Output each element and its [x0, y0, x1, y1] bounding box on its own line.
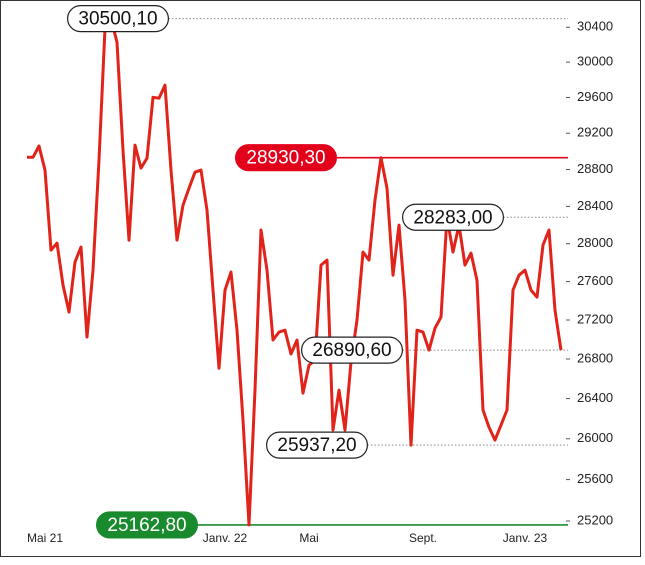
x-tick-label: Janv. 22 — [203, 531, 248, 545]
y-tick-label: 28000 — [577, 235, 613, 250]
annotation-box — [95, 511, 199, 539]
y-tick-label: 29200 — [577, 125, 613, 140]
y-tick-label: 30400 — [577, 19, 613, 34]
x-tick-label: Janv. 23 — [503, 531, 548, 545]
y-tick-label: 25600 — [577, 471, 613, 486]
y-tick-label: 27600 — [577, 273, 613, 288]
annotation-box — [301, 336, 404, 364]
x-tick-label: Mai — [299, 531, 318, 545]
y-tick-label: 27200 — [577, 311, 613, 326]
frame — [0, 0, 641, 557]
y-tick-label: 29600 — [577, 89, 613, 104]
y-tick-label: 26400 — [577, 390, 613, 405]
y-tick-label: 28800 — [577, 161, 613, 176]
annotation-box — [402, 203, 505, 231]
annotation-box — [266, 431, 369, 459]
annotation-label: 28283,00 — [413, 207, 492, 228]
y-tick-label: 26800 — [577, 350, 613, 365]
x-tick-label: Sept. — [409, 531, 437, 545]
annotation-label: 25162,80 — [107, 515, 186, 536]
y-tick-label: 28400 — [577, 198, 613, 213]
y-tick-label: 25200 — [577, 512, 613, 527]
annotation-box — [235, 144, 338, 172]
line-series — [27, 17, 563, 527]
annotation-box — [66, 5, 170, 33]
annotation-label: 30500,10 — [78, 9, 157, 30]
annotation-label: 25937,20 — [277, 435, 356, 456]
y-tick-label: 26000 — [577, 430, 613, 445]
y-tick-label: 30000 — [577, 54, 613, 69]
annotation-label: 26890,60 — [312, 340, 391, 361]
x-tick-label: Mai 21 — [27, 531, 63, 545]
annotation-label: 28930,30 — [246, 148, 325, 169]
